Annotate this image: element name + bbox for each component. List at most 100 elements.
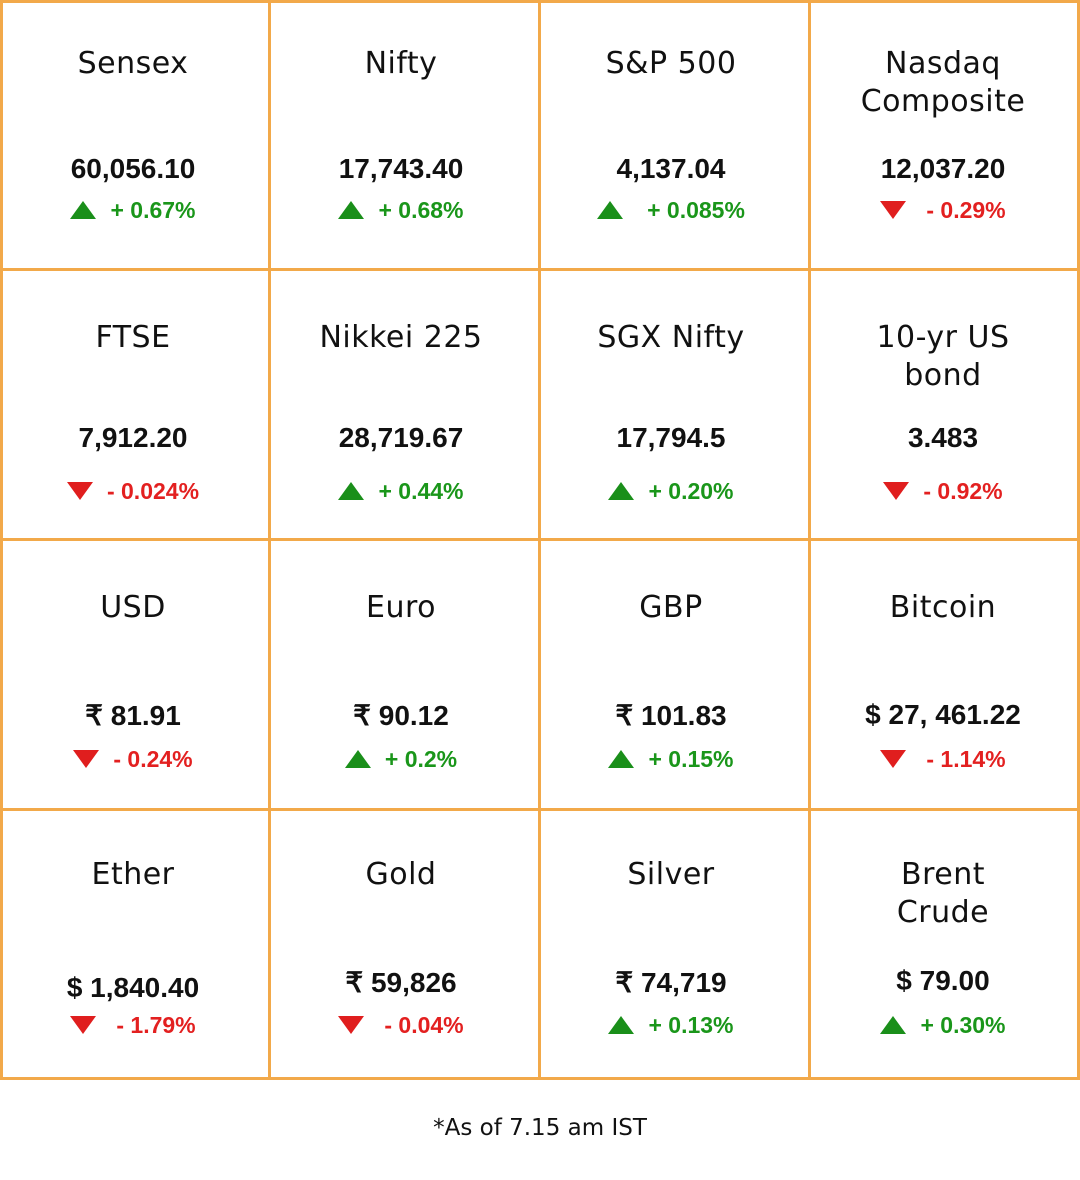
market-change: + 0.2%	[266, 745, 536, 773]
up-arrow-icon	[597, 201, 624, 219]
down-arrow-icon	[73, 750, 100, 768]
change-percent: + 0.13%	[648, 1012, 734, 1038]
market-value: $ 27, 461.22	[865, 699, 1021, 730]
change-percent: - 0.24%	[113, 746, 193, 772]
market-name: Nikkei 225	[319, 320, 483, 355]
market-cell-gbp: GBP ₹ 101.83 + 0.15%	[536, 538, 806, 808]
market-change: + 0.085%	[536, 196, 806, 224]
change-percent: + 0.30%	[920, 1012, 1006, 1038]
down-arrow-icon	[883, 482, 910, 500]
market-cell-silver: Silver ₹ 74,719 + 0.13%	[536, 808, 806, 1078]
footnote: *As of 7.15 am IST	[433, 1115, 647, 1141]
change-percent: + 0.2%	[384, 746, 458, 772]
change-percent: - 0.92%	[923, 478, 1003, 504]
market-name: 10-yr US bond	[876, 320, 1010, 393]
change-percent: + 0.085%	[647, 197, 745, 223]
market-change: - 0.04%	[266, 1011, 536, 1039]
market-cell-sp500: S&P 500 4,137.04 + 0.085%	[536, 0, 806, 268]
market-change: + 0.67%	[0, 196, 266, 224]
market-value: 4,137.04	[616, 153, 726, 184]
market-value: 3.483	[907, 422, 979, 453]
market-value: 28,719.67	[338, 422, 464, 453]
market-value: ₹ 101.83	[615, 700, 727, 731]
grid-divider	[3, 267, 1077, 271]
grid-divider	[3, 537, 1077, 541]
market-name: Nasdaq Composite	[860, 46, 1026, 119]
market-value: ₹ 81.91	[85, 700, 181, 731]
up-arrow-icon	[608, 1016, 635, 1034]
market-change: + 0.44%	[266, 477, 536, 505]
market-cell-nikkei: Nikkei 225 28,719.67 + 0.44%	[266, 268, 536, 538]
market-name: Gold	[365, 857, 437, 892]
up-arrow-icon	[608, 750, 635, 768]
market-name: GBP	[639, 590, 703, 625]
market-name: S&P 500	[605, 46, 737, 81]
down-arrow-icon	[880, 201, 907, 219]
down-arrow-icon	[66, 482, 93, 500]
change-percent: + 0.67%	[110, 197, 196, 223]
market-name: Nifty	[364, 46, 438, 81]
up-arrow-icon	[338, 482, 365, 500]
market-cell-usd: USD ₹ 81.91 - 0.24%	[0, 538, 266, 808]
market-change: + 0.13%	[536, 1011, 806, 1039]
market-change: + 0.15%	[536, 745, 806, 773]
market-value: ₹ 74,719	[615, 967, 727, 998]
market-name: SGX Nifty	[597, 320, 745, 355]
market-value: 17,743.40	[338, 153, 464, 184]
market-name: FTSE	[95, 320, 171, 355]
up-arrow-icon	[70, 201, 97, 219]
market-cell-nasdaq: Nasdaq Composite 12,037.20 - 0.29%	[806, 0, 1080, 268]
market-grid	[0, 0, 1080, 1080]
up-arrow-icon	[338, 201, 365, 219]
market-value: ₹ 59,826	[345, 967, 457, 998]
market-name: Silver	[627, 857, 715, 892]
market-cell-sensex: Sensex 60,056.10 + 0.67%	[0, 0, 266, 268]
market-name: Ether	[91, 857, 175, 892]
market-cell-nifty: Nifty 17,743.40 + 0.68%	[266, 0, 536, 268]
down-arrow-icon	[880, 750, 907, 768]
market-change: + 0.30%	[806, 1011, 1080, 1039]
market-value: $ 1,840.40	[66, 972, 200, 1003]
market-value: 60,056.10	[70, 153, 196, 184]
change-percent: - 0.29%	[926, 197, 1006, 223]
market-cell-ether: Ether $ 1,840.40 - 1.79%	[0, 808, 266, 1078]
market-value: $ 79.00	[896, 965, 990, 996]
market-change: - 0.024%	[0, 477, 266, 505]
market-cell-us-bond: 10-yr US bond 3.483 - 0.92%	[806, 268, 1080, 538]
market-value: ₹ 90.12	[353, 700, 449, 731]
change-percent: - 1.79%	[116, 1012, 196, 1038]
grid-divider	[3, 807, 1077, 811]
change-percent: - 1.14%	[926, 746, 1006, 772]
down-arrow-icon	[338, 1016, 365, 1034]
market-change: - 0.92%	[806, 477, 1080, 505]
market-cell-euro: Euro ₹ 90.12 + 0.2%	[266, 538, 536, 808]
market-change: - 0.29%	[806, 196, 1080, 224]
change-percent: - 0.04%	[384, 1012, 464, 1038]
up-arrow-icon	[344, 750, 371, 768]
up-arrow-icon	[608, 482, 635, 500]
market-change: - 1.79%	[0, 1011, 266, 1039]
market-change: + 0.68%	[266, 196, 536, 224]
change-percent: - 0.024%	[106, 478, 200, 504]
market-change: + 0.20%	[536, 477, 806, 505]
market-value: 17,794.5	[616, 422, 726, 453]
market-cell-ftse: FTSE 7,912.20 - 0.024%	[0, 268, 266, 538]
market-value: 12,037.20	[880, 153, 1006, 184]
market-cell-gold: Gold ₹ 59,826 - 0.04%	[266, 808, 536, 1078]
down-arrow-icon	[70, 1016, 97, 1034]
market-cell-sgx-nifty: SGX Nifty 17,794.5 + 0.20%	[536, 268, 806, 538]
market-name: Sensex	[77, 46, 189, 81]
change-percent: + 0.68%	[378, 197, 464, 223]
market-name: USD	[100, 590, 166, 625]
market-name: Brent Crude	[896, 857, 990, 930]
market-change: - 0.24%	[0, 745, 266, 773]
market-change: - 1.14%	[806, 745, 1080, 773]
change-percent: + 0.44%	[378, 478, 464, 504]
change-percent: + 0.20%	[648, 478, 734, 504]
up-arrow-icon	[880, 1016, 907, 1034]
change-percent: + 0.15%	[648, 746, 734, 772]
market-cell-brent-crude: Brent Crude $ 79.00 + 0.30%	[806, 808, 1080, 1078]
market-name: Bitcoin	[889, 590, 997, 625]
market-value: 7,912.20	[78, 422, 188, 453]
market-name: Euro	[366, 590, 436, 625]
